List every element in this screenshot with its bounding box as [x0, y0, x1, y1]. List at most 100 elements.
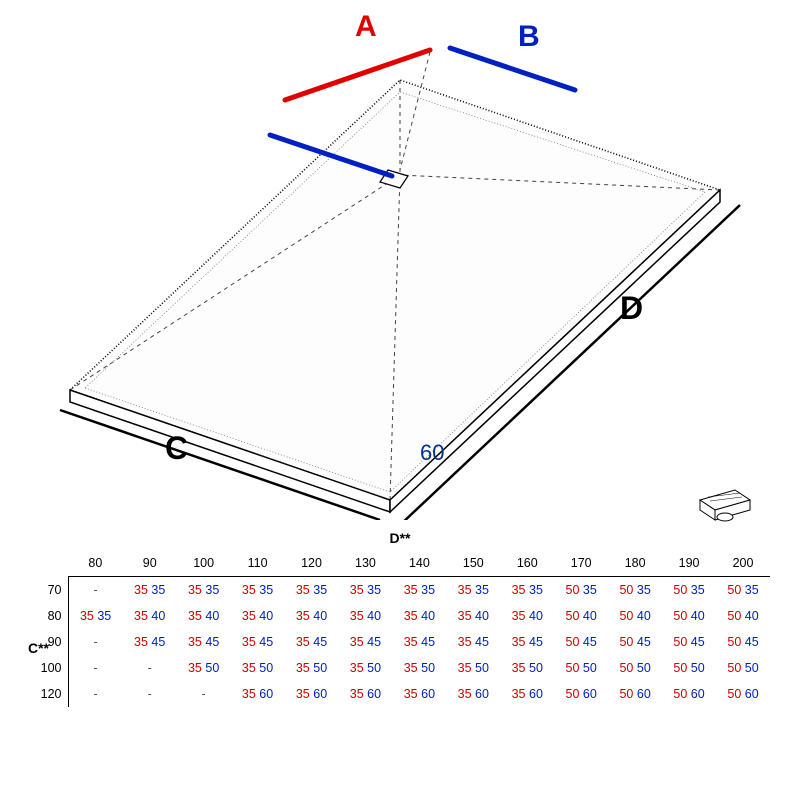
dim-cell: 35 50 [285, 655, 339, 681]
dim-cell: 50 45 [608, 629, 662, 655]
dim-cell: 50 60 [554, 681, 608, 707]
d-col-head: 180 [608, 550, 662, 577]
c-row-head: 120 [30, 681, 68, 707]
dim-cell: 50 40 [608, 603, 662, 629]
dim-cell: 50 60 [716, 681, 770, 707]
dim-cell: 50 60 [608, 681, 662, 707]
dim-cell: 35 45 [285, 629, 339, 655]
label-d: D [620, 290, 643, 327]
d-col-head: 150 [446, 550, 500, 577]
table-row: 8035 3535 4035 4035 4035 4035 4035 4035 … [30, 603, 770, 629]
dimension-table: D** C** 80901001101201301401501601701801… [30, 530, 770, 707]
dim-cell: 35 40 [392, 603, 446, 629]
dim-cell: 50 40 [662, 603, 716, 629]
dim-cell: 35 50 [338, 655, 392, 681]
dim-table: 8090100110120130140150160170180190200 70… [30, 550, 770, 707]
dim-cell: - [68, 577, 123, 604]
d-col-head: 100 [177, 550, 231, 577]
dim-cell: 35 40 [177, 603, 231, 629]
dim-cell: 35 60 [231, 681, 285, 707]
table-row: 70-35 3535 3535 3535 3535 3535 3535 3535… [30, 577, 770, 604]
tray-diagram-svg [0, 0, 800, 520]
table-header-d: D** [30, 530, 770, 546]
d-col-head: 160 [500, 550, 554, 577]
dim-cell: 50 35 [554, 577, 608, 604]
d-col-head: 110 [231, 550, 285, 577]
dim-cell: 35 60 [392, 681, 446, 707]
dim-cell: 35 45 [500, 629, 554, 655]
dim-cell: 35 60 [338, 681, 392, 707]
d-col-head: 140 [392, 550, 446, 577]
d-col-head: 170 [554, 550, 608, 577]
dim-cell: 35 35 [446, 577, 500, 604]
label-b: B [518, 20, 540, 54]
table-header-c: C** [28, 640, 49, 656]
dim-cell: 35 60 [446, 681, 500, 707]
dim-cell: 50 35 [716, 577, 770, 604]
table-row: 120---35 6035 6035 6035 6035 6035 6050 6… [30, 681, 770, 707]
dim-cell: 35 45 [338, 629, 392, 655]
dim-cell: 35 60 [285, 681, 339, 707]
dim-cell: 35 50 [231, 655, 285, 681]
dim-cell: 35 35 [123, 577, 177, 604]
dim-cell: 35 45 [123, 629, 177, 655]
dim-cell: 35 40 [231, 603, 285, 629]
d-col-head: 90 [123, 550, 177, 577]
dim-cell: 50 60 [662, 681, 716, 707]
dim-cell: 50 45 [554, 629, 608, 655]
dim-cell: 35 60 [500, 681, 554, 707]
dim-cell: 35 35 [338, 577, 392, 604]
label-sixty: 60 [420, 440, 444, 466]
dim-cell: 50 45 [662, 629, 716, 655]
dim-cell: 35 35 [177, 577, 231, 604]
dim-cell: 35 40 [123, 603, 177, 629]
dim-cell: 35 40 [446, 603, 500, 629]
dim-cell: - [177, 681, 231, 707]
dim-cell: 35 35 [68, 603, 123, 629]
diagram-area: A B D C 60 [0, 0, 800, 510]
c-row-head: 100 [30, 655, 68, 681]
dim-cell: 35 45 [231, 629, 285, 655]
d-col-head: 190 [662, 550, 716, 577]
drain-detail-icon [690, 480, 760, 530]
dim-cell: - [123, 681, 177, 707]
dim-cell: 50 50 [608, 655, 662, 681]
label-c: C [165, 430, 188, 467]
dim-cell: 35 50 [392, 655, 446, 681]
dim-cell: 35 50 [177, 655, 231, 681]
dim-cell: 35 35 [285, 577, 339, 604]
dim-cell: - [123, 655, 177, 681]
d-col-head: 120 [285, 550, 339, 577]
dim-cell: 50 35 [608, 577, 662, 604]
dim-cell: - [68, 681, 123, 707]
d-col-head: 130 [338, 550, 392, 577]
dim-cell: 50 50 [662, 655, 716, 681]
dim-cell: 35 35 [231, 577, 285, 604]
dim-cell: 50 50 [716, 655, 770, 681]
d-col-head: 80 [68, 550, 123, 577]
label-a: A [355, 10, 377, 44]
table-row: 100--35 5035 5035 5035 5035 5035 5035 50… [30, 655, 770, 681]
table-row: 90-35 4535 4535 4535 4535 4535 4535 4535… [30, 629, 770, 655]
dim-cell: 35 40 [338, 603, 392, 629]
c-row-head: 70 [30, 577, 68, 604]
dim-cell: 35 35 [500, 577, 554, 604]
dim-cell: 35 45 [177, 629, 231, 655]
dim-cell: 50 40 [554, 603, 608, 629]
dim-cell: 35 40 [500, 603, 554, 629]
dim-cell: 35 45 [446, 629, 500, 655]
dim-cell: 50 50 [554, 655, 608, 681]
dim-cell: 35 45 [392, 629, 446, 655]
dim-cell: 35 40 [285, 603, 339, 629]
d-col-head: 200 [716, 550, 770, 577]
dimension-line-b-top [450, 48, 575, 90]
dim-cell: 35 50 [500, 655, 554, 681]
dim-cell: - [68, 655, 123, 681]
c-row-head: 80 [30, 603, 68, 629]
dim-cell: - [68, 629, 123, 655]
dim-cell: 50 45 [716, 629, 770, 655]
dim-cell: 35 50 [446, 655, 500, 681]
dim-cell: 50 40 [716, 603, 770, 629]
dim-cell: 50 35 [662, 577, 716, 604]
dim-cell: 35 35 [392, 577, 446, 604]
